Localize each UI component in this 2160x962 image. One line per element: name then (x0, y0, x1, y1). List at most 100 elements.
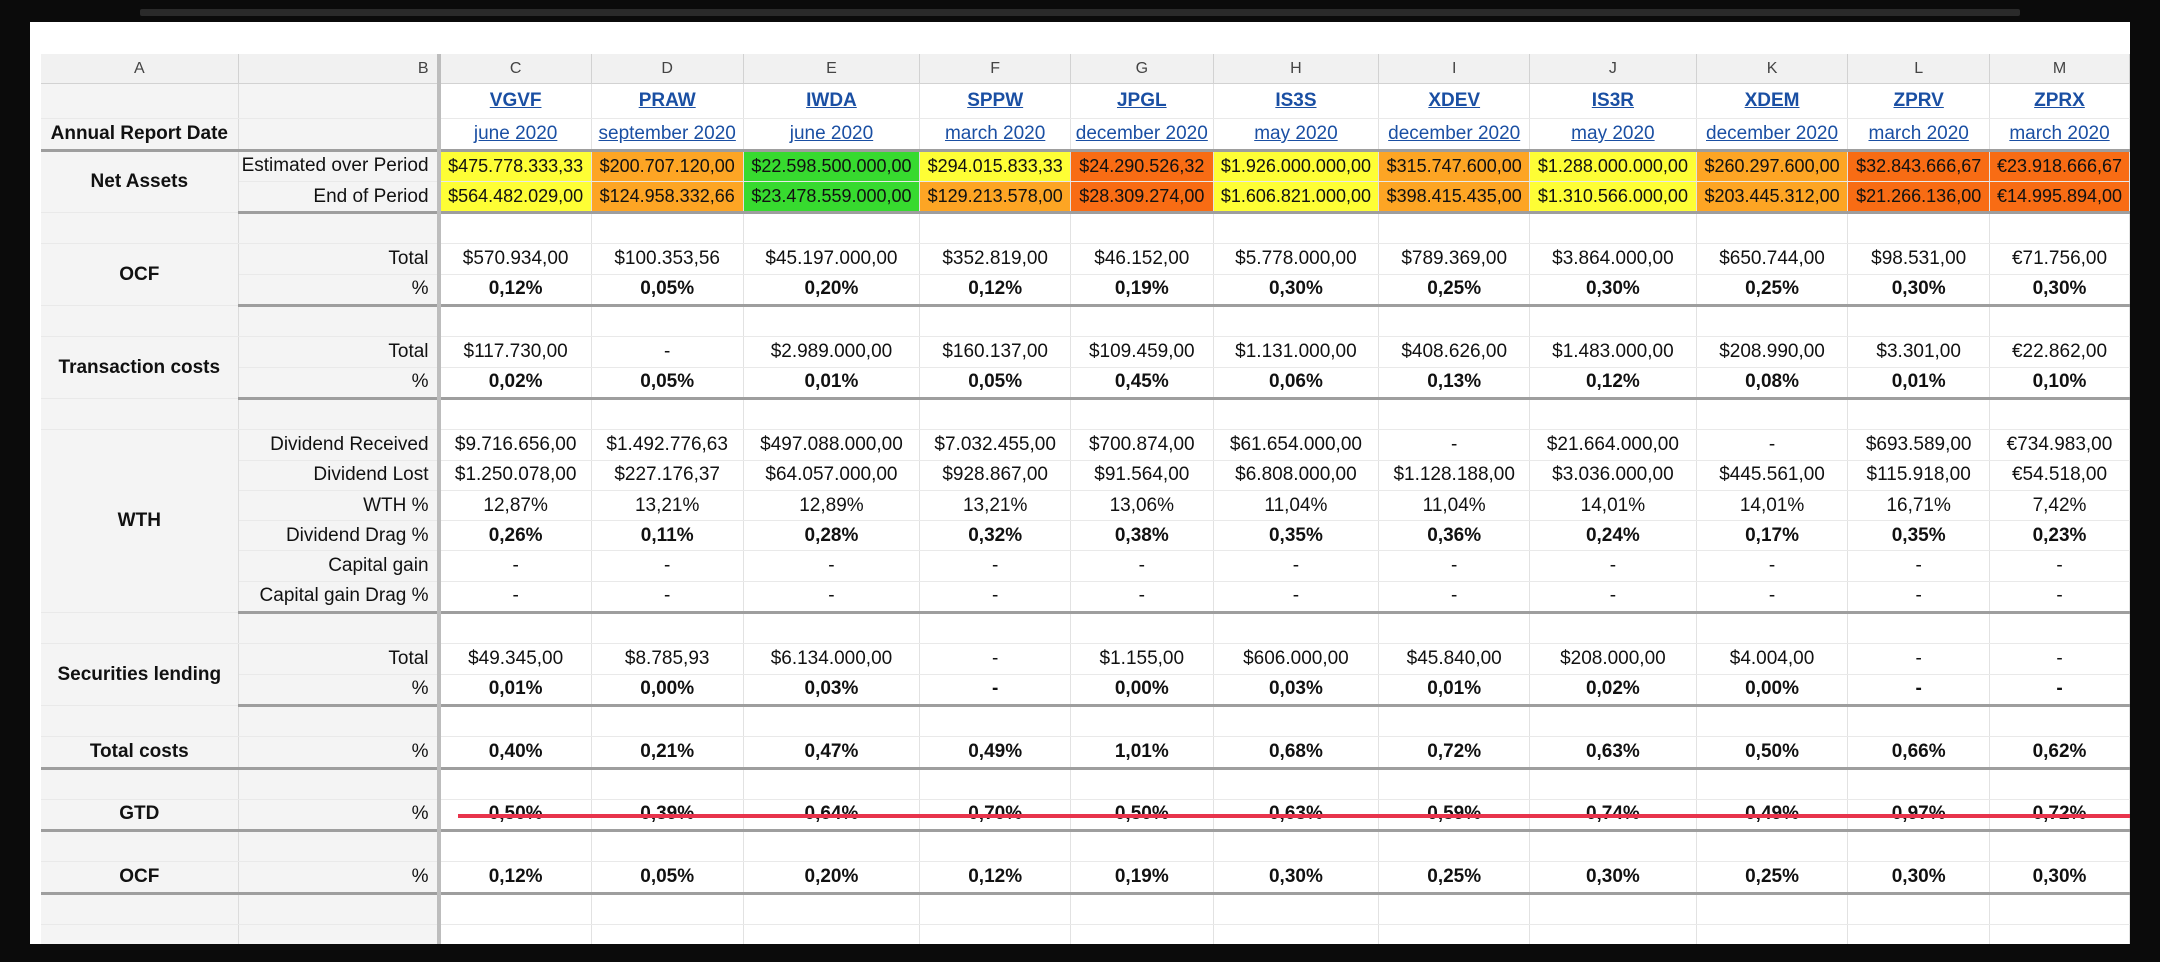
data-cell[interactable]: $3.864.000,00 (1529, 243, 1697, 275)
empty-cell[interactable] (238, 924, 441, 944)
data-cell[interactable]: €71.756,00 (1989, 243, 2130, 275)
data-cell[interactable]: 0,00% (1696, 674, 1849, 707)
empty-cell[interactable] (238, 768, 441, 800)
empty-cell[interactable] (591, 212, 744, 245)
data-cell[interactable]: $5.778.000,00 (1213, 243, 1380, 275)
data-cell[interactable]: 0,28% (743, 520, 921, 552)
column-header-m[interactable]: M (1989, 54, 2130, 85)
data-cell[interactable]: $91.564,00 (1070, 460, 1214, 491)
data-cell[interactable]: 0,02% (438, 367, 592, 400)
empty-cell[interactable] (1070, 212, 1214, 245)
data-cell[interactable]: $7.032.455,00 (919, 429, 1072, 461)
data-cell[interactable]: - (591, 336, 744, 368)
empty-cell[interactable] (1989, 305, 2130, 338)
data-cell[interactable]: $564.482.029,00 (438, 181, 592, 215)
row-label[interactable]: Total (238, 336, 441, 368)
empty-cell[interactable] (1070, 612, 1214, 645)
row-label[interactable]: % (238, 674, 441, 707)
data-cell[interactable]: 0,40% (438, 736, 592, 770)
empty-cell[interactable] (41, 924, 239, 944)
data-cell[interactable]: €54.518,00 (1989, 460, 2130, 491)
empty-cell[interactable] (41, 705, 239, 738)
data-cell[interactable]: 0,20% (743, 274, 921, 308)
data-cell[interactable]: - (1070, 550, 1214, 582)
data-cell[interactable]: march 2020 (919, 118, 1072, 152)
data-cell[interactable]: $45.197.000,00 (743, 243, 921, 275)
data-cell[interactable]: $109.459,00 (1070, 336, 1214, 368)
data-cell[interactable]: 0,00% (591, 674, 744, 707)
row-label[interactable]: % (238, 736, 441, 770)
row-label[interactable]: % (238, 367, 441, 400)
data-cell[interactable]: 0,12% (1529, 367, 1697, 400)
empty-cell[interactable] (1696, 612, 1849, 645)
row-label[interactable]: Total (238, 243, 441, 275)
data-cell[interactable]: 0,12% (919, 274, 1072, 308)
empty-cell[interactable] (238, 398, 441, 431)
data-cell[interactable]: $6.808.000,00 (1213, 460, 1380, 491)
data-cell[interactable]: - (1989, 550, 2130, 582)
empty-cell[interactable] (1696, 705, 1849, 738)
data-cell[interactable]: september 2020 (591, 118, 744, 152)
empty-cell[interactable] (1529, 398, 1697, 431)
data-cell[interactable]: 0,35% (1847, 520, 1990, 552)
data-cell[interactable]: - (1696, 429, 1849, 461)
data-cell[interactable]: - (1213, 581, 1380, 615)
empty-cell[interactable] (1989, 924, 2130, 944)
data-cell[interactable]: 13,21% (919, 490, 1072, 522)
data-cell[interactable]: 0,24% (1529, 520, 1697, 552)
ticker-link[interactable]: ZPRX (1989, 83, 2130, 120)
data-cell[interactable]: - (1847, 674, 1990, 707)
data-cell[interactable]: 0,23% (1989, 520, 2130, 552)
data-cell[interactable]: 0,30% (1989, 274, 2130, 308)
ticker-link[interactable]: PRAW (591, 83, 744, 120)
data-cell[interactable]: - (743, 581, 921, 615)
data-cell[interactable]: 14,01% (1696, 490, 1849, 522)
empty-cell[interactable] (238, 705, 441, 738)
empty-cell[interactable] (743, 768, 921, 800)
data-cell[interactable]: 0,08% (1696, 367, 1849, 400)
data-cell[interactable]: $203.445.312,00 (1696, 181, 1849, 215)
empty-cell[interactable] (41, 768, 239, 800)
empty-cell[interactable] (41, 893, 239, 926)
data-cell[interactable]: $1.926.000.000,00 (1213, 150, 1380, 182)
empty-cell[interactable] (1213, 398, 1380, 431)
empty-cell[interactable] (919, 830, 1072, 863)
empty-cell[interactable] (919, 612, 1072, 645)
empty-cell[interactable] (919, 768, 1072, 800)
empty-cell[interactable] (438, 705, 592, 738)
empty-cell[interactable] (1213, 768, 1380, 800)
empty-cell[interactable] (1847, 305, 1990, 338)
row-group-label[interactable]: OCF (41, 243, 239, 307)
empty-cell[interactable] (919, 398, 1072, 431)
data-cell[interactable]: 0,49% (919, 736, 1072, 770)
column-header-b[interactable]: B (238, 54, 441, 85)
row-group-label[interactable]: OCF (41, 861, 239, 895)
data-cell[interactable]: $98.531,00 (1847, 243, 1990, 275)
empty-cell[interactable] (1213, 305, 1380, 338)
data-cell[interactable]: 0,21% (591, 736, 744, 770)
data-cell[interactable]: 0,01% (438, 674, 592, 707)
empty-cell[interactable] (1070, 924, 1214, 944)
empty-cell[interactable] (1213, 705, 1380, 738)
data-cell[interactable]: - (1696, 550, 1849, 582)
empty-cell[interactable] (743, 212, 921, 245)
data-cell[interactable]: $200.707.120,00 (591, 150, 744, 182)
data-cell[interactable]: $117.730,00 (438, 336, 592, 368)
data-cell[interactable]: 0,03% (743, 674, 921, 707)
data-cell[interactable]: $4.004,00 (1696, 643, 1849, 675)
data-cell[interactable]: $693.589,00 (1847, 429, 1990, 461)
data-cell[interactable]: $1.310.566.000,00 (1529, 181, 1697, 215)
column-header-a[interactable]: A (41, 54, 239, 85)
data-cell[interactable]: 0,25% (1378, 274, 1531, 308)
empty-cell[interactable] (1378, 305, 1531, 338)
column-header-h[interactable]: H (1213, 54, 1380, 85)
data-cell[interactable]: $45.840,00 (1378, 643, 1531, 675)
empty-cell[interactable] (1213, 212, 1380, 245)
ticker-link[interactable]: ZPRV (1847, 83, 1990, 120)
data-cell[interactable]: $352.819,00 (919, 243, 1072, 275)
data-cell[interactable]: $22.598.500.000,00 (743, 150, 921, 182)
data-cell[interactable]: 0,12% (438, 861, 592, 895)
data-cell[interactable]: 0,20% (743, 861, 921, 895)
column-header-i[interactable]: I (1378, 54, 1531, 85)
empty-cell[interactable] (438, 830, 592, 863)
